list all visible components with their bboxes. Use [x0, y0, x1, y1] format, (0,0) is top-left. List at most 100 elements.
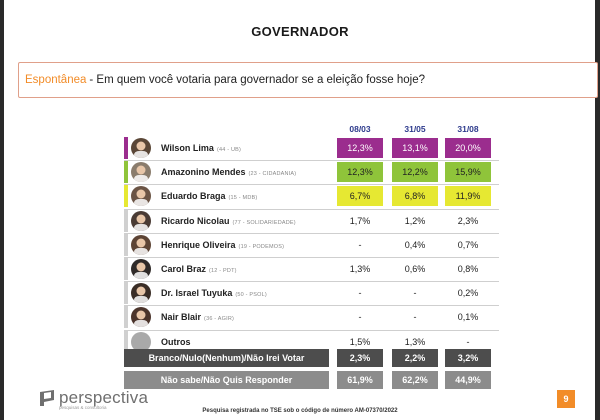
value-cell: 0,1% — [457, 312, 479, 323]
value-cell: - — [466, 336, 470, 347]
value-cell: - — [413, 312, 417, 323]
row-divider — [124, 160, 499, 162]
value-cell: 0,6% — [404, 264, 426, 274]
logo-text: perspectiva — [59, 388, 149, 407]
candidate-party: (44 - UB) — [216, 147, 242, 153]
right-edge-bar — [595, 0, 600, 420]
value-cell: 1,3% — [404, 336, 426, 347]
table-row — [124, 330, 499, 353]
candidate-name: Henrique Oliveira (19 - PODEMOS) — [161, 234, 284, 258]
row-accent-bar — [124, 258, 128, 280]
candidate-avatar — [131, 283, 151, 304]
candidate-name-text: Eduardo Braga — [161, 191, 226, 202]
candidate-avatar — [131, 259, 151, 279]
candidate-name-text: Ricardo Nicolau — [161, 215, 230, 226]
candidate-avatar — [131, 331, 151, 352]
row-accent-bar — [124, 233, 128, 256]
table-row — [124, 209, 499, 232]
candidate-party: (15 - MDB) — [228, 195, 258, 202]
table-row — [124, 306, 499, 329]
value-cell: - — [358, 312, 362, 323]
table-row — [124, 137, 499, 159]
table-row — [124, 258, 499, 280]
summary-value: 61,9% — [337, 371, 383, 389]
column-header-3: 31/08 — [457, 124, 479, 134]
row-accent-bar — [124, 161, 128, 184]
row-divider — [124, 184, 499, 186]
candidate-name: Nair Blair (36 - AGIR) — [161, 306, 234, 330]
candidate-name: Outros — [161, 331, 191, 353]
candidate-avatar — [131, 234, 151, 255]
value-cell: 0,4% — [404, 239, 426, 250]
value-cell: 6,8% — [392, 186, 438, 207]
left-edge-bar — [0, 0, 4, 420]
candidate-name: Eduardo Braga (15 - MDB) — [161, 185, 257, 209]
row-accent-bar — [124, 330, 128, 353]
candidate-name: Carol Braz (12 - PDT) — [161, 258, 237, 282]
summary-value: 2,3% — [337, 349, 383, 367]
value-cell: 1,5% — [349, 336, 371, 347]
column-header-2: 31/05 — [404, 124, 426, 134]
table-row — [124, 233, 499, 256]
value-cell: 2,3% — [457, 215, 479, 226]
question-text: - Em quem você votaria para governador s… — [89, 74, 425, 86]
candidate-avatar — [131, 138, 151, 158]
question-tag: Espontânea — [25, 74, 87, 86]
value-cell: 1,3% — [349, 264, 371, 274]
value-cell: 0,2% — [457, 288, 479, 299]
value-cell: - — [358, 239, 362, 250]
summary-row: Não sabe/Não Quis Responder 61,9% 62,2% 44,… — [124, 371, 499, 389]
row-divider — [124, 305, 499, 307]
candidate-name: Amazonino Mendes (23 - CIDADANIA) — [161, 161, 296, 185]
column-header-1: 08/03 — [349, 124, 371, 134]
row-divider — [124, 257, 499, 258]
summary-value: 3,2% — [445, 349, 491, 367]
value-cell: 0,8% — [457, 264, 479, 274]
candidate-party: (36 - AGIR) — [204, 316, 235, 323]
candidate-name: Wilson Lima (44 - UB) — [161, 137, 241, 161]
summary-value: 2,2% — [392, 349, 438, 367]
row-accent-bar — [124, 185, 128, 208]
row-accent-bar — [124, 209, 128, 232]
candidate-avatar — [131, 186, 151, 207]
value-cell: 6,7% — [337, 186, 383, 207]
row-divider — [124, 281, 499, 283]
row-divider — [124, 329, 499, 331]
candidate-party: (50 - PSOL) — [235, 292, 267, 299]
value-cell: - — [413, 288, 417, 299]
value-cell: - — [358, 288, 362, 299]
question-box: Espontânea - Em quem você votaria para g… — [18, 62, 598, 98]
candidate-party: (19 - PODEMOS) — [238, 243, 285, 250]
value-cell: 11,9% — [445, 186, 491, 207]
page-number: 9 — [557, 390, 575, 408]
candidate-name-text: Outros — [161, 336, 191, 347]
candidate-name: Ricardo Nicolau (77 - SOLIDARIEDADE) — [161, 210, 296, 234]
row-divider — [124, 208, 499, 210]
value-cell: 1,7% — [349, 215, 371, 226]
summary-value: 44,9% — [445, 371, 491, 389]
footer-note: Pesquisa registrada no TSE sob o código … — [202, 408, 398, 414]
candidate-avatar — [131, 307, 151, 328]
brand-logo: perspectiva — [40, 388, 148, 408]
summary-value: 62,2% — [392, 371, 438, 389]
candidate-name-text: Carol Braz — [161, 264, 207, 274]
value-cell: 15,9% — [445, 162, 491, 183]
candidate-name-text: Wilson Lima — [161, 143, 214, 153]
row-accent-bar — [124, 137, 128, 159]
row-divider — [124, 232, 499, 234]
logo-subtitle: pesquisas & consultoria — [59, 405, 107, 410]
value-cell: 12,2% — [392, 162, 438, 183]
value-cell: 0,7% — [457, 239, 479, 250]
candidate-name-text: Henrique Oliveira — [161, 239, 236, 250]
candidate-name-text: Dr. Israel Tuyuka — [161, 288, 233, 299]
table-row — [124, 282, 499, 305]
value-cell: 20,0% — [445, 138, 491, 158]
row-accent-bar — [124, 306, 128, 329]
table-row — [124, 161, 499, 184]
candidate-party: (77 - SOLIDARIEDADE) — [232, 219, 296, 226]
value-cell: 12,3% — [337, 162, 383, 183]
page-title: GOVERNADOR — [251, 24, 349, 39]
table-row — [124, 185, 499, 208]
candidate-avatar — [131, 162, 151, 183]
